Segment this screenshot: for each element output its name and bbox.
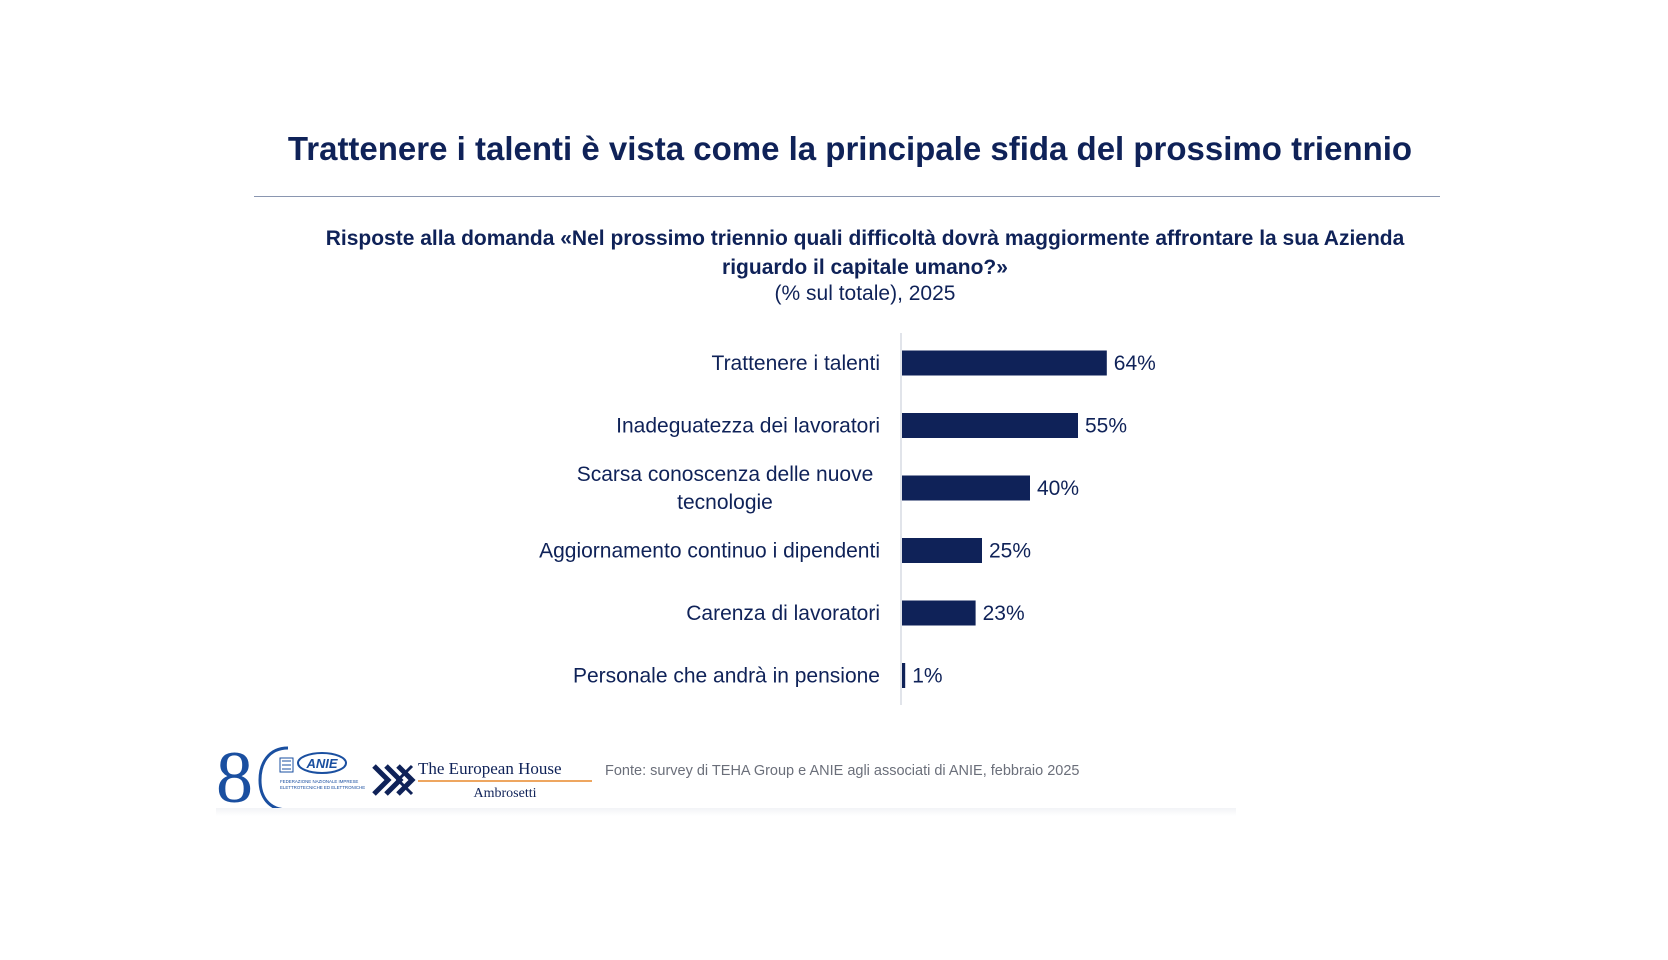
logo-80-digit: 8 [216,740,253,812]
anie-logo: ANIE FEDERAZIONE NAZIONALE IMPRESE ELETT… [279,752,365,790]
bar-value-label-1: 64% [1114,352,1156,375]
bar-5 [902,600,976,626]
bar-6 [902,663,906,688]
category-label-6: Personale che andrà in pensione [573,665,880,688]
bar-value-label-5: 23% [983,602,1025,625]
bar-value-label-2: 55% [1085,415,1127,438]
footer-shadow [216,808,1236,816]
category-label-1: Trattenere i talenti [712,352,880,375]
chart-question: Risposte alla domanda «Nel prossimo trie… [270,224,1460,282]
bar-value-label-4: 25% [989,540,1031,563]
footer-logo-strip: 8 ANIE FEDERAZIONE NAZIONALE IMPRESE ELE… [216,737,592,819]
bar-value-label-6: 1% [912,665,942,688]
category-label-2: Inadeguatezza dei lavoratori [616,415,880,438]
footer-logos: 8 ANIE FEDERAZIONE NAZIONALE IMPRESE ELE… [216,737,596,819]
anie-80-logo: 8 [216,737,289,819]
category-label-3-line-2: tecnologie [677,491,773,514]
question-line-1: Risposte alla domanda «Nel prossimo trie… [325,227,1405,250]
category-label-3-line-1: Scarsa conoscenza delle nuove [577,463,874,486]
bar-value-label-3: 40% [1037,477,1079,500]
bar-2 [902,413,1078,438]
question-line-2: riguardo il capitale umano?» [722,256,1008,279]
category-label-4: Aggiornamento continuo i dipendenti [539,540,880,563]
teh-name-line-2: Ambrosetti [474,786,537,801]
bar-4 [902,538,982,563]
chart-unit: (% sul totale), 2025 [774,282,956,305]
bar-1 [902,350,1107,376]
teh-knot-icon [372,764,416,796]
anie-logo-text: ANIE [305,756,337,771]
bar-3 [902,475,1030,501]
anie-caption-line-2: ELETTROTECNICHE ED ELETTRONICHE [280,785,365,790]
anie-caption-line-1: FEDERAZIONE NAZIONALE IMPRESE [280,779,358,784]
page-title: Trattenere i talenti è vista come la pri… [287,130,1413,167]
category-label-5: Carenza di lavoratori [686,602,880,625]
title-divider [254,196,1440,197]
teh-ambrosetti-logo: The European House Ambrosetti [372,759,592,801]
teh-name-line-1: The European House [418,759,562,778]
bars-group: 64% Trattenere i talenti 55% Inadeguatezza … [539,350,1156,688]
source-note: Fonte: survey di TEHA Group e ANIE agli … [605,763,1080,779]
